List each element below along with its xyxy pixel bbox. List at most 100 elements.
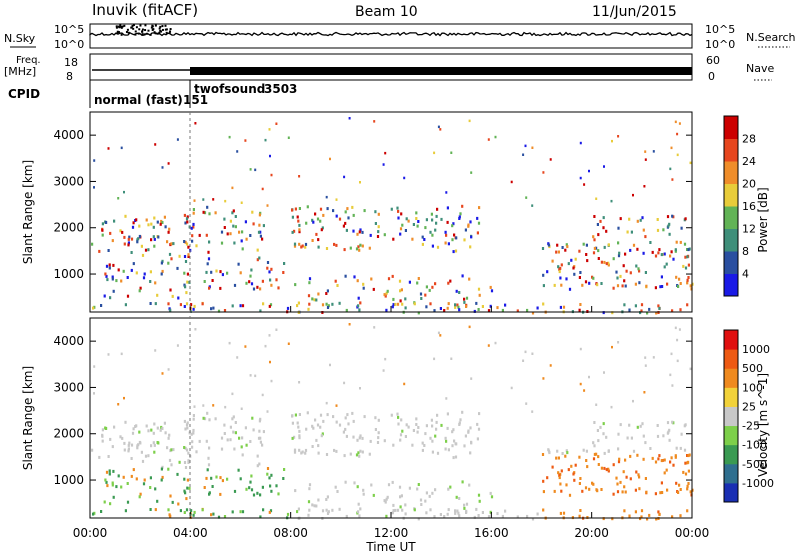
power-cell [298, 230, 301, 234]
power-cell [636, 219, 639, 223]
velocity-cell [275, 328, 278, 331]
velocity-cell [436, 413, 439, 417]
velocity-cell [268, 510, 271, 514]
velocity-cell [578, 482, 581, 485]
power-cell [122, 269, 125, 273]
power-cell [226, 232, 229, 236]
velocity-cell [551, 465, 554, 469]
power-cell [249, 274, 252, 278]
velocity-cell [192, 414, 195, 417]
velocity-cell [308, 487, 311, 491]
power-cell [461, 274, 464, 278]
power-cell [586, 259, 589, 263]
power-cell [652, 150, 655, 153]
power-cell [445, 233, 448, 237]
power-cell [135, 271, 138, 275]
noise-spike [145, 32, 148, 35]
power-cell [327, 304, 330, 308]
velocity-cell [338, 423, 342, 427]
power-cell [291, 208, 294, 212]
power-cell [687, 276, 690, 279]
velocity-cell [553, 489, 556, 493]
velocity-cell [665, 468, 668, 472]
velocity-cell [684, 461, 687, 465]
noise-spike [139, 24, 142, 27]
power-cell [307, 294, 311, 298]
noise-spike [125, 30, 128, 33]
velocity-cell [346, 413, 349, 417]
velocity-cell [463, 444, 466, 448]
power-cell [345, 228, 348, 232]
velocity-cell [357, 502, 360, 506]
power-cell [400, 212, 403, 216]
velocity-cell [669, 373, 672, 377]
power-cell [343, 175, 346, 179]
power-cell [236, 150, 239, 153]
power-cell [206, 262, 209, 266]
power-cell [616, 276, 619, 280]
velocity-cell [547, 449, 551, 453]
velocity-cell [186, 426, 189, 430]
power-cell [208, 212, 211, 216]
power-cell [126, 276, 129, 279]
velocity-cell [663, 471, 666, 475]
power-cell [665, 262, 668, 266]
power-cell [112, 289, 115, 293]
power-cell [661, 285, 664, 288]
velocity-cell [525, 402, 528, 405]
power-cell [355, 247, 359, 251]
colorbar-swatch [724, 425, 738, 446]
power-cell [603, 165, 605, 168]
power-cell [431, 233, 434, 237]
x-tick-label: 16:00 [474, 526, 509, 540]
velocity-cell [676, 359, 679, 363]
velocity-cell [542, 490, 545, 494]
cpid-seg1-id: 151 [183, 93, 208, 107]
noise-spike [144, 29, 147, 32]
velocity-cell [335, 420, 338, 424]
power-cell [178, 254, 181, 258]
power-cell [467, 223, 470, 227]
noise-spike [116, 30, 119, 33]
velocity-cell [308, 508, 311, 512]
velocity-cell [588, 487, 591, 491]
power-cell [579, 303, 582, 306]
power-cell [351, 205, 354, 209]
power-cell [639, 311, 642, 315]
power-cell [458, 217, 461, 220]
power-cell [370, 277, 373, 281]
velocity-cell [639, 517, 642, 521]
power-cell [363, 209, 366, 213]
power-cell [447, 281, 450, 285]
velocity-cell [241, 453, 244, 457]
power-x-ticks [89, 306, 693, 312]
freq-trace [92, 67, 692, 75]
velocity-cell [391, 511, 394, 515]
velocity-cell [239, 510, 242, 514]
velocity-cell [463, 503, 466, 507]
velocity-cell [425, 491, 428, 495]
velocity-cell [396, 412, 399, 416]
power-cell [595, 197, 598, 200]
power-cell [334, 279, 337, 283]
velocity-cell [166, 446, 169, 450]
velocity-cell [679, 514, 682, 518]
power-cell [172, 242, 175, 246]
velocity-cell [92, 512, 95, 516]
power-cell [401, 223, 404, 227]
power-cell [579, 141, 582, 145]
colorbar-swatch [724, 349, 738, 369]
velocity-cell [487, 344, 490, 347]
power-cell [624, 284, 627, 288]
velocity-cell [672, 463, 675, 467]
power-cell [177, 296, 180, 300]
velocity-cell [179, 509, 182, 513]
velocity-cell [634, 488, 637, 492]
power-cell [496, 306, 499, 310]
velocity-cell [259, 436, 262, 440]
colorbar-tick-label: 500 [742, 362, 763, 375]
power-cell [254, 168, 257, 172]
velocity-cell [249, 480, 252, 484]
velocity-cell [431, 439, 434, 443]
